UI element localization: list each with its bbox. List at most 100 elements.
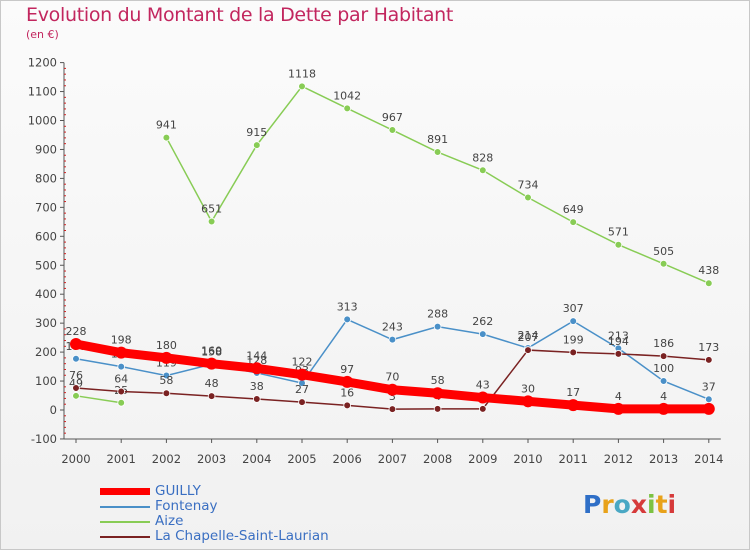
y-tick-label: 100 [35, 374, 57, 388]
data-label-guilly: 160 [201, 345, 222, 358]
proxiti-logo: Proxiti [583, 490, 676, 519]
x-tick-label: 2003 [197, 452, 226, 466]
data-point-guilly [386, 383, 399, 396]
data-label-guilly: 43 [476, 379, 490, 392]
series-line-aize [165, 85, 710, 284]
data-point-la-chapelle-saint-laurian [117, 387, 125, 396]
y-tick-label: 300 [35, 316, 57, 330]
x-tick-label: 2004 [242, 452, 271, 466]
data-label-aize: 1118 [288, 67, 316, 80]
data-point-la-chapelle-saint-laurian [298, 398, 306, 406]
data-point-la-chapelle-saint-laurian [569, 348, 577, 357]
y-tick-label: 600 [35, 229, 57, 243]
data-point-guilly [250, 362, 263, 375]
data-label-aize: 891 [427, 133, 448, 146]
data-label-aize: 651 [201, 203, 222, 216]
legend-label: Fontenay [155, 498, 218, 514]
y-tick-label: 500 [35, 258, 57, 272]
data-point-guilly [70, 337, 82, 350]
y-tick-label: 400 [35, 287, 57, 301]
logo-letter: i [647, 490, 656, 519]
y-tick-label: 1100 [28, 85, 57, 99]
y-tick-label: -100 [31, 432, 57, 446]
data-point-aize [207, 217, 216, 226]
data-label-fontenay: 243 [382, 321, 403, 334]
data-point-la-chapelle-saint-laurian [524, 346, 532, 354]
data-label-la-chapelle-saint-laurian: 186 [653, 337, 674, 350]
data-label-aize: 734 [518, 179, 539, 192]
data-point-fontenay [117, 362, 125, 371]
data-label-guilly: 4 [615, 390, 622, 403]
data-label-guilly: 122 [292, 356, 313, 369]
data-point-la-chapelle-saint-laurian [207, 392, 216, 400]
y-tick-label: 1200 [28, 56, 57, 70]
data-point-guilly [160, 351, 173, 364]
data-point-fontenay [72, 354, 80, 363]
data-point-la-chapelle-saint-laurian [388, 405, 397, 413]
data-point-guilly [115, 346, 128, 359]
x-tick-label: 2008 [423, 452, 452, 466]
data-point-aize [117, 398, 125, 407]
data-label-aize: 1042 [333, 89, 361, 102]
series-line-aize [75, 395, 122, 404]
data-point-la-chapelle-saint-laurian [704, 356, 713, 364]
data-label-la-chapelle-saint-laurian: 48 [205, 377, 219, 390]
chart-unit: (en €) [26, 28, 59, 41]
data-point-la-chapelle-saint-laurian [252, 395, 261, 403]
data-point-aize [388, 126, 397, 134]
data-point-la-chapelle-saint-laurian [614, 350, 623, 358]
y-tick-label: 200 [35, 345, 57, 359]
data-label-guilly: 70 [385, 371, 399, 384]
data-label-aize: 941 [156, 119, 177, 132]
data-label-guilly: 58 [431, 374, 445, 387]
data-label-fontenay: 307 [563, 302, 584, 315]
data-label-fontenay: 158 [201, 345, 222, 358]
data-point-fontenay [569, 317, 577, 325]
logo-letter: r [601, 490, 614, 519]
data-label-guilly: 198 [111, 334, 132, 347]
x-tick-label: 2005 [287, 452, 316, 466]
data-point-aize [478, 166, 487, 175]
data-point-la-chapelle-saint-laurian [343, 401, 352, 410]
legend-label: La Chapelle-Saint-Laurian [155, 528, 329, 544]
data-point-guilly [341, 375, 354, 388]
data-point-guilly [431, 387, 444, 400]
logo-letter: i [667, 490, 677, 519]
x-tick-label: 2013 [649, 452, 678, 466]
data-point-aize [659, 260, 668, 268]
data-label-guilly: 180 [156, 339, 177, 352]
data-label-aize: 571 [608, 226, 629, 239]
legend-swatch [100, 506, 150, 508]
data-point-la-chapelle-saint-laurian [659, 352, 668, 360]
logo-letter: x [630, 490, 647, 519]
data-label-la-chapelle-saint-laurian: 16 [340, 386, 354, 399]
data-label-fontenay: 213 [608, 329, 629, 342]
data-point-guilly [702, 402, 715, 415]
data-point-aize [162, 133, 171, 142]
data-label-aize: 438 [698, 264, 719, 277]
x-tick-label: 2012 [604, 452, 633, 466]
data-point-fontenay [343, 315, 352, 324]
x-tick-label: 2007 [378, 452, 407, 466]
data-label-la-chapelle-saint-laurian: 64 [114, 372, 128, 385]
data-label-aize: 915 [246, 126, 267, 139]
data-label-aize: 967 [382, 111, 403, 124]
data-point-aize [614, 240, 623, 249]
data-point-la-chapelle-saint-laurian [72, 384, 80, 392]
x-tick-label: 2000 [61, 452, 90, 466]
data-label-fontenay: 100 [653, 362, 674, 375]
data-label-fontenay: 262 [472, 315, 493, 328]
data-point-guilly [205, 357, 218, 370]
y-tick-label: 1000 [28, 114, 57, 128]
data-point-aize [524, 193, 532, 202]
legend-swatch [100, 488, 150, 495]
data-point-aize [252, 141, 261, 149]
data-point-guilly [657, 402, 670, 415]
data-label-fontenay: 37 [702, 380, 716, 393]
data-point-aize [298, 82, 306, 91]
data-label-la-chapelle-saint-laurian: 38 [250, 380, 264, 393]
y-tick-label: 800 [35, 171, 57, 185]
data-label-guilly: 144 [246, 349, 267, 362]
data-label-guilly: 30 [521, 382, 535, 395]
